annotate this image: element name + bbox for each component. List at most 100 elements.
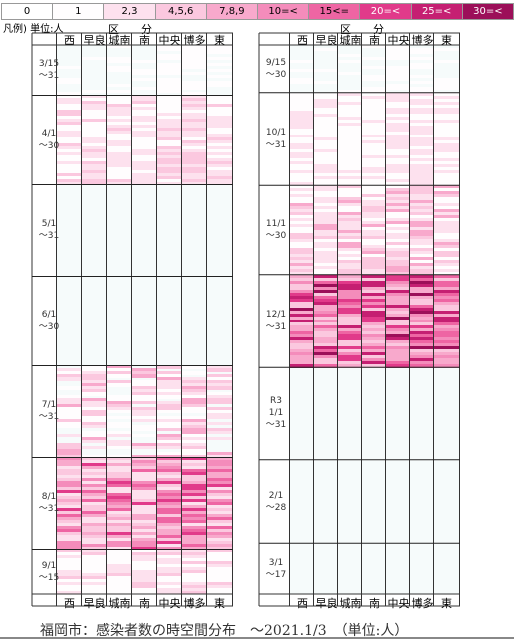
heat-cell bbox=[207, 145, 232, 150]
heat-cell bbox=[410, 116, 435, 120]
heat-cell bbox=[132, 454, 157, 458]
heat-cell bbox=[338, 98, 363, 103]
heat-cell bbox=[410, 358, 435, 362]
heat-cell bbox=[207, 463, 232, 467]
heat-cell bbox=[410, 170, 435, 174]
heat-cell bbox=[207, 172, 232, 176]
heat-cell bbox=[82, 172, 107, 176]
heat-cell bbox=[57, 92, 82, 96]
heat-cell bbox=[290, 182, 315, 186]
heat-cell bbox=[362, 358, 387, 362]
heat-cell bbox=[314, 182, 339, 186]
heat-cell bbox=[82, 412, 107, 417]
heat-cell bbox=[290, 298, 315, 302]
heat-cell bbox=[338, 349, 363, 353]
heat-cell bbox=[290, 307, 315, 311]
heat-cell bbox=[132, 86, 157, 90]
heat-cell bbox=[207, 107, 232, 111]
heat-cell bbox=[338, 232, 363, 237]
heat-cell bbox=[107, 504, 132, 509]
heat-cell bbox=[132, 59, 157, 64]
heat-cell bbox=[82, 558, 107, 562]
heat-cell bbox=[132, 77, 157, 81]
heat-cell bbox=[182, 591, 207, 594]
heat-cell bbox=[290, 295, 315, 299]
heat-cell bbox=[57, 368, 82, 372]
left-header-bottom-4: 中央 bbox=[158, 597, 181, 610]
heat-cell bbox=[207, 47, 232, 52]
heat-cell bbox=[386, 167, 411, 171]
heat-cell bbox=[362, 77, 387, 82]
heat-cell bbox=[132, 469, 157, 473]
heat-cell bbox=[314, 218, 339, 222]
heat-cell bbox=[107, 576, 132, 580]
heat-cell bbox=[57, 522, 82, 527]
heat-cell bbox=[314, 265, 339, 270]
heat-cell bbox=[314, 262, 339, 267]
heat-cell bbox=[386, 328, 411, 332]
heat-cell bbox=[82, 519, 107, 524]
heat-cell bbox=[434, 268, 459, 273]
heat-cell bbox=[82, 478, 107, 482]
heat-cell bbox=[314, 259, 339, 264]
heat-cell bbox=[386, 137, 411, 141]
heat-cell bbox=[362, 346, 387, 350]
heat-cell bbox=[57, 154, 82, 159]
heat-cell bbox=[157, 77, 182, 81]
heat-cell bbox=[410, 238, 435, 243]
heat-cell bbox=[410, 289, 435, 294]
heat-cell bbox=[314, 298, 339, 302]
heat-cell bbox=[107, 528, 132, 533]
heat-cell bbox=[434, 200, 459, 204]
heat-cell bbox=[434, 253, 459, 258]
heat-cell bbox=[82, 131, 107, 135]
heat-cell bbox=[132, 415, 157, 420]
heat-cell bbox=[434, 140, 459, 144]
legend-swatch-9: 30=< bbox=[461, 3, 514, 20]
heat-cell bbox=[362, 286, 387, 291]
heat-cell bbox=[182, 101, 207, 105]
heat-cell bbox=[386, 215, 411, 219]
heat-cell bbox=[207, 567, 232, 571]
right-header-bottom-5: 博多 bbox=[411, 597, 434, 610]
heat-cell bbox=[82, 410, 107, 414]
heat-cell bbox=[314, 128, 339, 132]
heat-cell bbox=[157, 493, 182, 497]
heat-cell bbox=[182, 510, 207, 515]
heat-cell bbox=[207, 591, 232, 594]
heat-cell bbox=[410, 227, 435, 231]
heat-cell bbox=[182, 131, 207, 135]
left-column-4 bbox=[157, 45, 182, 594]
heat-cell bbox=[434, 224, 459, 228]
heat-cell bbox=[107, 531, 132, 536]
heat-cell bbox=[338, 137, 363, 141]
heat-cell bbox=[57, 513, 82, 518]
heat-cell bbox=[434, 161, 459, 165]
heat-cell bbox=[57, 528, 82, 533]
heat-cell bbox=[207, 83, 232, 87]
heat-cell bbox=[57, 95, 82, 99]
heat-cell bbox=[82, 433, 107, 438]
heat-cell bbox=[314, 352, 339, 356]
heat-cell bbox=[290, 179, 315, 183]
heat-cell bbox=[132, 95, 157, 99]
heat-cell bbox=[82, 555, 107, 559]
heat-cell bbox=[314, 286, 339, 291]
heat-cell bbox=[132, 98, 157, 102]
heat-cell bbox=[207, 386, 232, 390]
heat-cell bbox=[362, 212, 387, 216]
heat-cell bbox=[290, 253, 315, 258]
heat-cell bbox=[157, 68, 182, 73]
legend-swatch-6: 15<= bbox=[308, 3, 361, 20]
heat-cell bbox=[362, 179, 387, 183]
heat-cell bbox=[207, 45, 232, 49]
heat-cell bbox=[132, 534, 157, 538]
heat-cell bbox=[362, 131, 387, 135]
heat-cell bbox=[157, 401, 182, 405]
heat-cell bbox=[410, 110, 435, 115]
heat-cell bbox=[82, 380, 107, 384]
heat-cell bbox=[57, 487, 82, 491]
heat-cell bbox=[57, 113, 82, 117]
heat-cell bbox=[362, 107, 387, 112]
heat-cell bbox=[434, 334, 459, 338]
